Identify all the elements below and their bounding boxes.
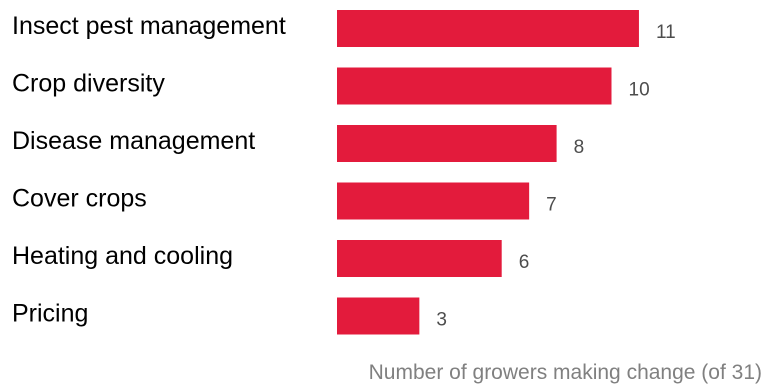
category-labels: Insect pest management Crop diversity Dise… (12, 12, 286, 328)
bars (337, 10, 639, 335)
category-label-crop-diversity: Crop diversity (12, 70, 165, 98)
bar-disease-management (337, 125, 557, 162)
value-label-heating-and-cooling: 6 (519, 252, 530, 273)
category-label-cover-crops: Cover crops (12, 185, 147, 213)
value-labels: 11 10 8 7 6 3 (436, 22, 675, 331)
bar-heating-and-cooling (337, 240, 502, 277)
bar-cover-crops (337, 182, 530, 220)
value-label-pricing: 3 (436, 310, 447, 331)
value-label-cover-crops: 7 (546, 195, 557, 216)
category-label-insect-pest-management: Insect pest management (12, 12, 286, 40)
x-axis-label: Number of growers making change (of 31) (369, 361, 762, 384)
category-label-heating-and-cooling: Heating and cooling (12, 242, 233, 270)
bar-insect-pest-management (337, 10, 639, 47)
value-label-crop-diversity: 10 (629, 80, 650, 101)
bar-crop-diversity (337, 67, 612, 105)
value-label-insect-pest-management: 11 (656, 22, 676, 43)
bar-pricing (337, 297, 420, 335)
category-label-pricing: Pricing (12, 300, 88, 328)
value-label-disease-management: 8 (574, 137, 585, 158)
category-label-disease-management: Disease management (12, 127, 255, 155)
